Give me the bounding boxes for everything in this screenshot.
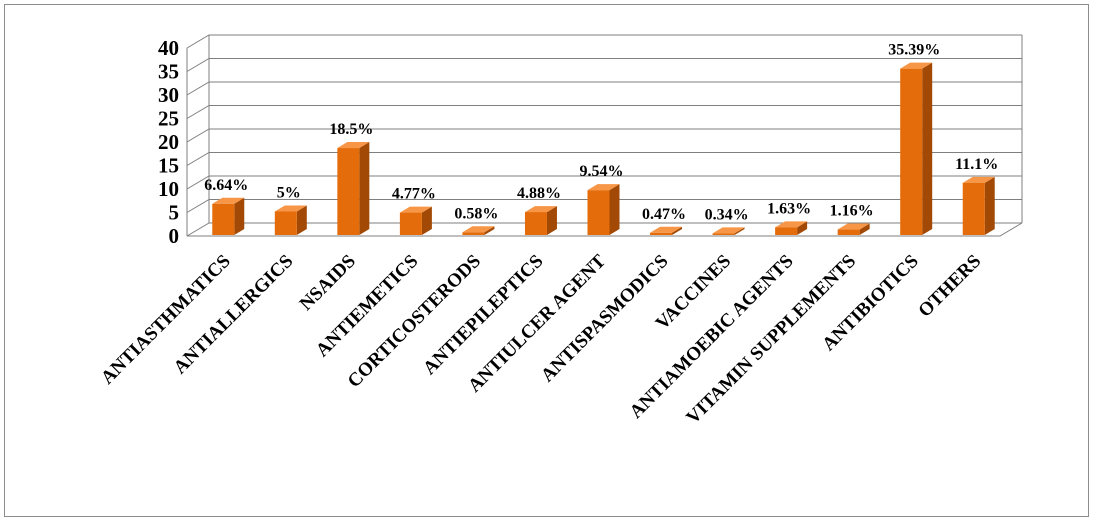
bar-front — [212, 203, 235, 235]
data-labels: 6.64% 5% 18.5% 4.77% 0.58% 4.88% 9.54% 0.47% 0.3… — [204, 42, 998, 224]
bar — [900, 62, 933, 236]
y-tick-label: 10 — [158, 177, 179, 201]
data-label: 11.1% — [955, 156, 998, 173]
bar-top — [524, 206, 557, 213]
bar — [962, 176, 995, 235]
bar-side — [234, 197, 245, 235]
bar-front — [775, 227, 798, 235]
y-tick-label: 0 — [169, 224, 180, 248]
bar-side — [609, 184, 620, 235]
y-tick-label: 15 — [158, 154, 179, 178]
gridline — [186, 128, 1022, 143]
bar-side — [734, 227, 745, 235]
bar-top — [650, 226, 683, 233]
bar-front — [399, 212, 422, 235]
bar-top — [775, 221, 808, 228]
bar-side — [922, 62, 933, 236]
bar — [337, 142, 370, 235]
y-tick-label: 30 — [158, 83, 179, 107]
y-tick-label: 5 — [169, 201, 180, 225]
bars — [212, 62, 995, 236]
data-label: 1.16% — [830, 203, 874, 220]
bar — [212, 197, 245, 235]
bar-front — [587, 190, 610, 235]
bar — [399, 206, 432, 235]
bar-front — [274, 211, 297, 235]
bar-side — [296, 205, 307, 235]
bar-side — [484, 226, 495, 235]
gridline — [186, 105, 1022, 119]
bar-top — [712, 227, 745, 234]
y-tick-label: 35 — [158, 60, 179, 84]
bar-top — [399, 206, 432, 213]
data-label: 5% — [277, 185, 301, 202]
y-tick-label: 20 — [158, 130, 179, 154]
floor-edge — [187, 222, 1023, 237]
bar — [650, 226, 683, 235]
data-label: 18.5% — [329, 121, 373, 138]
bar-side — [421, 206, 432, 235]
data-label: 6.64% — [204, 177, 248, 194]
bar-top — [462, 226, 495, 233]
bar-top — [962, 176, 995, 183]
data-label: 9.54% — [580, 163, 624, 180]
bar-side — [359, 142, 370, 235]
bar-front — [837, 229, 860, 235]
bar-front — [900, 68, 923, 236]
y-tick-label: 40 — [158, 36, 179, 60]
category-label: NSAIDS — [296, 251, 360, 315]
bar-top — [587, 184, 620, 191]
category-label: ANTIEPILEPTICS — [419, 251, 547, 379]
bar-front — [462, 232, 485, 235]
bar — [837, 223, 870, 235]
bar-front — [962, 182, 985, 235]
category-label: OTHERS — [914, 251, 985, 322]
gridline — [186, 81, 1022, 96]
bar — [775, 221, 808, 235]
data-label: 0.34% — [705, 206, 749, 223]
bar-top — [212, 197, 245, 204]
bar-front — [712, 233, 735, 235]
data-label: 4.88% — [517, 185, 561, 202]
category-labels: ANTIASTHMATICSANTIALLERGICSNSAIDSANTIEME… — [97, 250, 985, 428]
bar-top — [837, 223, 870, 230]
bar-front — [337, 148, 360, 235]
data-label: 1.63% — [767, 200, 811, 217]
bar — [274, 205, 307, 235]
bar-side — [984, 176, 995, 235]
gridline — [186, 58, 1022, 72]
bar-side — [672, 226, 683, 235]
category-label: ANTIALLERGICS — [170, 251, 298, 379]
bar — [712, 227, 745, 235]
bar-side — [797, 221, 808, 235]
bar-front — [524, 212, 547, 235]
bar-top — [274, 205, 307, 212]
bar-side — [859, 223, 870, 235]
bar-top — [900, 62, 933, 69]
bar-front — [650, 232, 673, 235]
y-tick-label: 25 — [158, 107, 179, 131]
bar — [587, 184, 620, 235]
bar-top — [337, 142, 370, 149]
bar-side — [546, 206, 557, 235]
data-label: 0.47% — [642, 206, 686, 223]
data-label: 0.58% — [454, 205, 498, 222]
bar — [462, 226, 495, 235]
bar — [524, 206, 557, 235]
data-label: 35.39% — [888, 42, 940, 59]
data-label: 4.77% — [392, 186, 436, 203]
gridlines — [186, 34, 1023, 237]
